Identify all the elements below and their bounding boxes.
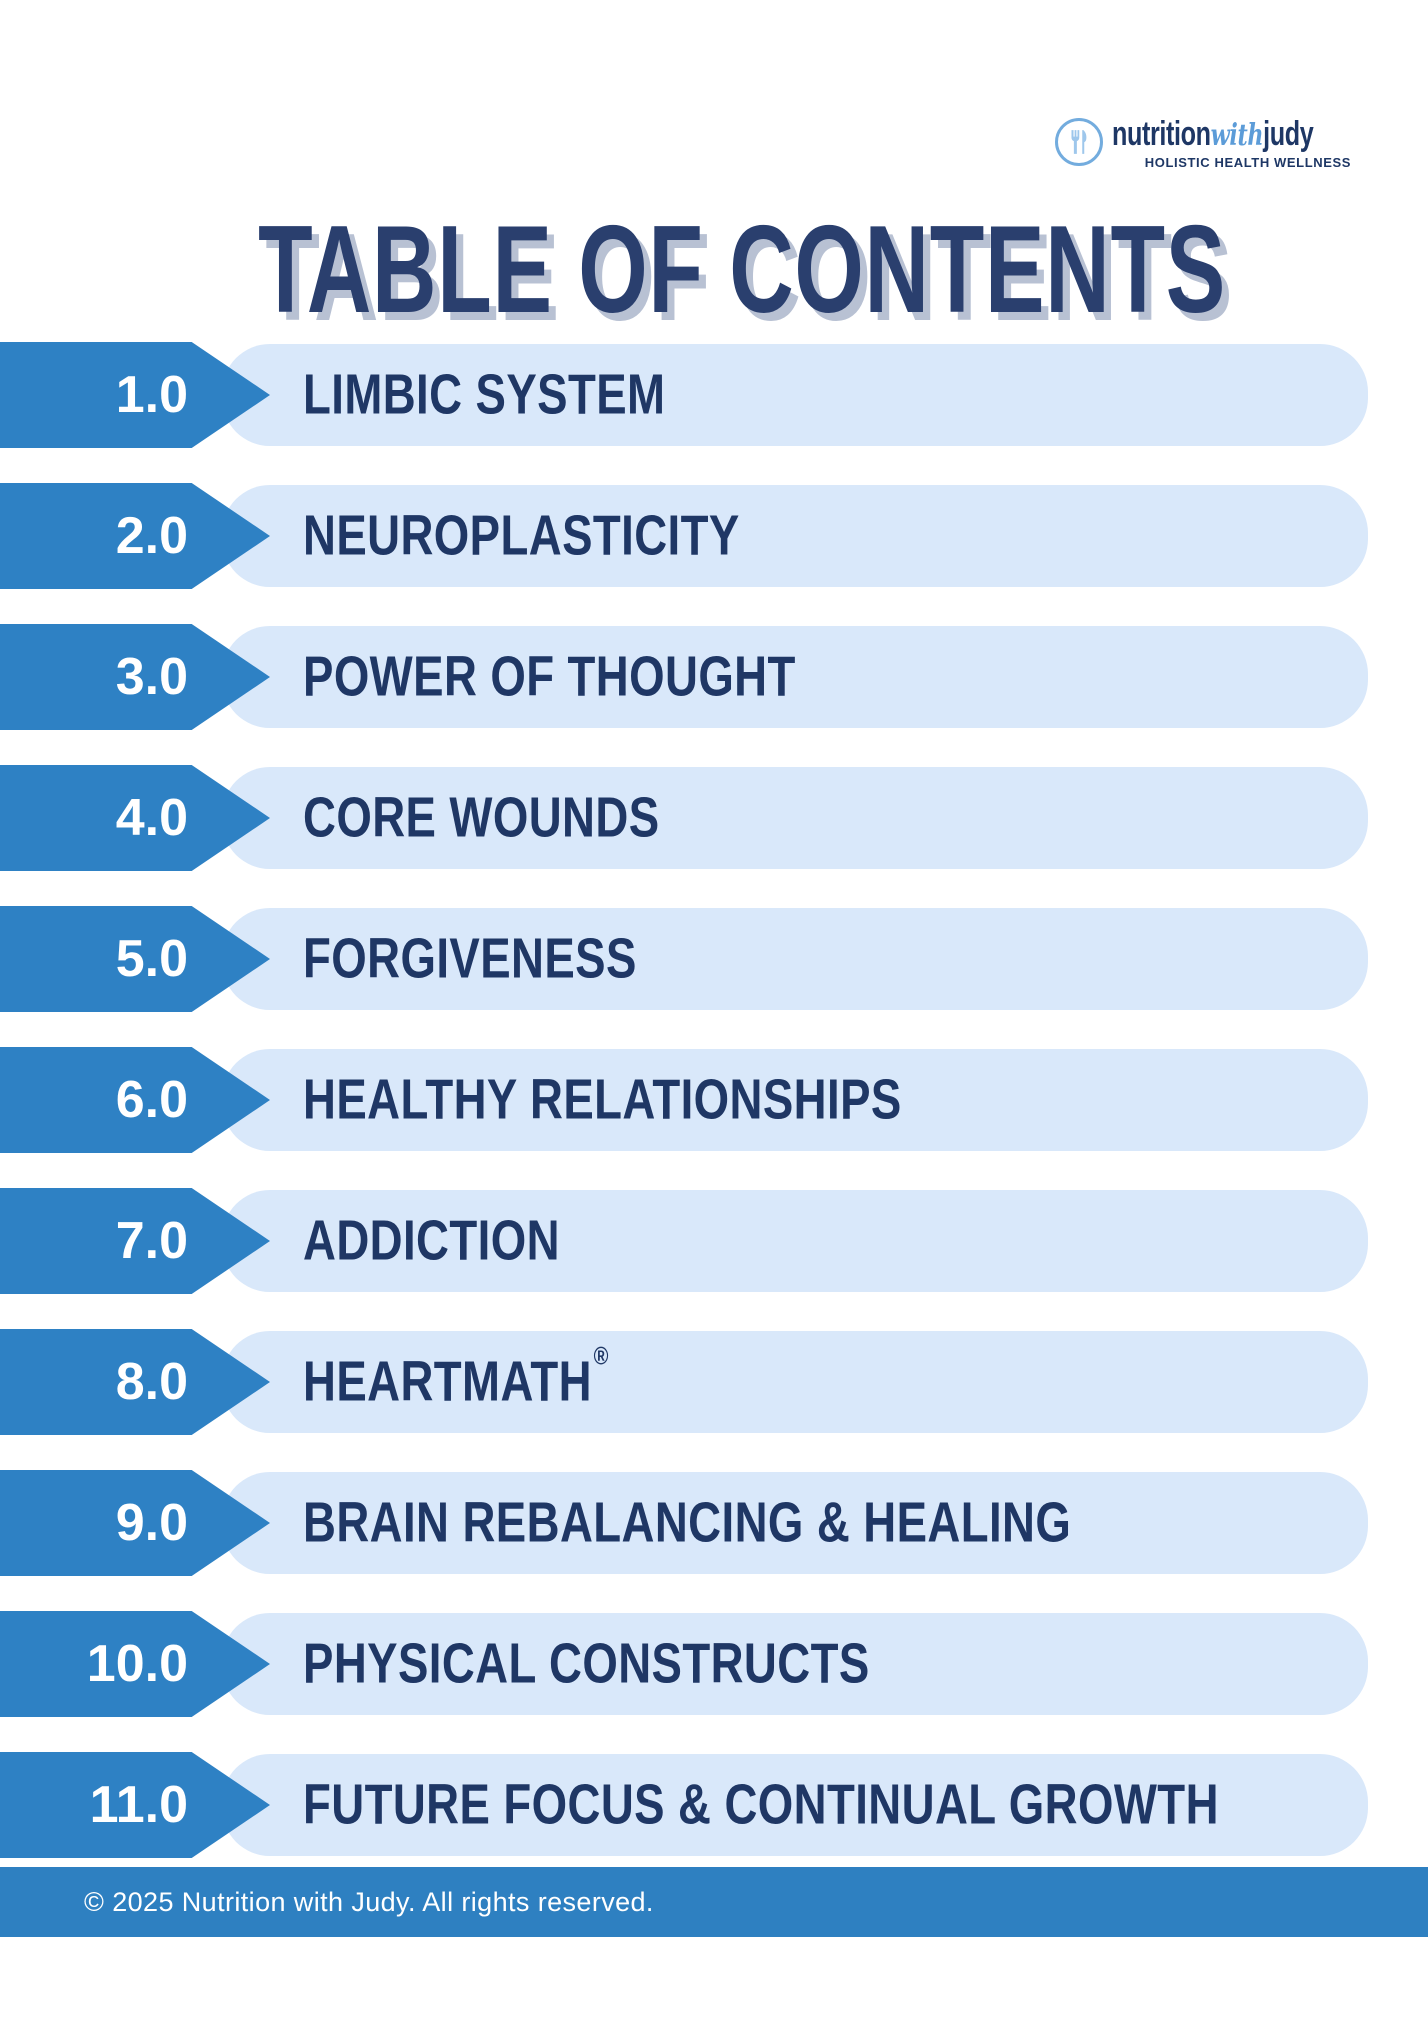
toc-row: 1.0 LIMBIC SYSTEM <box>0 342 1428 448</box>
row-number: 2.0 <box>115 507 188 565</box>
brand-word-with: with <box>1210 118 1264 153</box>
toc-row: 6.0 HEALTHY RELATIONSHIPS <box>0 1047 1428 1153</box>
row-label-text: BRAIN REBALANCING & HEALING <box>303 1490 1072 1555</box>
row-label-text: LIMBIC SYSTEM <box>303 362 666 427</box>
row-number: 8.0 <box>115 1353 188 1411</box>
row-number-arrow: 2.0 <box>0 483 270 589</box>
toc-row: 2.0 NEUROPLASTICITY <box>0 483 1428 589</box>
row-label-text: FUTURE FOCUS & CONTINUAL GROWTH <box>303 1772 1219 1837</box>
row-number-arrow: 4.0 <box>0 765 270 871</box>
row-number-arrow: 7.0 <box>0 1188 270 1294</box>
row-label: FORGIVENESS <box>303 930 637 988</box>
row-label: ADDICTION <box>303 1212 560 1270</box>
row-number-arrow: 3.0 <box>0 624 270 730</box>
fork-knife-icon <box>1054 118 1103 166</box>
row-pill <box>222 1472 1368 1574</box>
row-pill <box>222 767 1368 869</box>
row-number: 5.0 <box>115 930 188 988</box>
brand-tagline: HOLISTIC HEALTH WELLNESS <box>1144 155 1352 170</box>
toc-row: 11.0 FUTURE FOCUS & CONTINUAL GROWTH <box>0 1752 1428 1858</box>
row-label-text: HEARTMATH <box>303 1349 592 1414</box>
toc-row: 8.0 HEARTMATH® <box>0 1329 1428 1435</box>
row-label-text: POWER OF THOUGHT <box>303 644 796 709</box>
row-label-text: FORGIVENESS <box>303 926 637 991</box>
toc-row: 3.0 POWER OF THOUGHT <box>0 624 1428 730</box>
row-pill <box>222 908 1368 1010</box>
row-label-text: ADDICTION <box>303 1208 560 1273</box>
brand-logo: nutritionwithjudy HOLISTIC HEALTH WELLNE… <box>1054 116 1384 170</box>
row-pill <box>222 626 1368 728</box>
row-label: POWER OF THOUGHT <box>303 648 796 706</box>
brand-text: nutritionwithjudy HOLISTIC HEALTH WELLNE… <box>1112 116 1384 170</box>
row-label: HEARTMATH® <box>303 1344 608 1411</box>
row-pill <box>222 1754 1368 1856</box>
row-pill <box>222 1049 1368 1151</box>
toc-row: 5.0 FORGIVENESS <box>0 906 1428 1012</box>
row-number-arrow: 11.0 <box>0 1752 270 1858</box>
row-number: 10.0 <box>86 1635 188 1693</box>
row-pill <box>222 1613 1368 1715</box>
row-label: PHYSICAL CONSTRUCTS <box>303 1635 870 1693</box>
row-pill <box>222 1190 1368 1292</box>
row-label-text: PHYSICAL CONSTRUCTS <box>303 1631 870 1696</box>
row-number-arrow: 5.0 <box>0 906 270 1012</box>
row-number-arrow: 10.0 <box>0 1611 270 1717</box>
row-label: BRAIN REBALANCING & HEALING <box>303 1494 1071 1552</box>
row-number: 3.0 <box>115 648 188 706</box>
row-number: 11.0 <box>89 1776 188 1834</box>
row-number-arrow: 6.0 <box>0 1047 270 1153</box>
toc-row: 9.0 BRAIN REBALANCING & HEALING <box>0 1470 1428 1576</box>
row-pill <box>222 1331 1368 1433</box>
brand-word-nutrition: nutrition <box>1111 115 1211 153</box>
row-pill <box>222 485 1368 587</box>
row-pill <box>222 344 1368 446</box>
toc-row: 7.0 ADDICTION <box>0 1188 1428 1294</box>
row-number: 7.0 <box>115 1212 188 1270</box>
page-title-text: TABLE OF CONTENTS <box>258 201 1226 339</box>
toc-row: 10.0 PHYSICAL CONSTRUCTS <box>0 1611 1428 1717</box>
row-number: 4.0 <box>115 789 188 847</box>
row-label: CORE WOUNDS <box>303 789 660 847</box>
row-label-text: HEALTHY RELATIONSHIPS <box>303 1067 902 1132</box>
brand-wordmark: nutritionwithjudy <box>1111 115 1314 154</box>
row-number-arrow: 8.0 <box>0 1329 270 1435</box>
row-number: 9.0 <box>115 1494 188 1552</box>
row-number-arrow: 1.0 <box>0 342 270 448</box>
page-title: TABLE OF CONTENTS <box>56 208 1428 332</box>
row-label: NEUROPLASTICITY <box>303 507 740 565</box>
copyright-text: © 2025 Nutrition with Judy. All rights r… <box>84 1886 654 1917</box>
brand-word-judy: judy <box>1262 115 1314 153</box>
row-label-text: NEUROPLASTICITY <box>303 503 740 568</box>
registered-mark: ® <box>593 1342 609 1371</box>
toc-row: 4.0 CORE WOUNDS <box>0 765 1428 871</box>
row-label: FUTURE FOCUS & CONTINUAL GROWTH <box>303 1776 1219 1834</box>
row-label-text: CORE WOUNDS <box>303 785 660 850</box>
row-label: LIMBIC SYSTEM <box>303 366 665 424</box>
row-number: 6.0 <box>115 1071 188 1129</box>
row-number-arrow: 9.0 <box>0 1470 270 1576</box>
row-number: 1.0 <box>115 366 188 424</box>
toc-list: 1.0 LIMBIC SYSTEM 2.0 NEUROPLASTICITY 3.… <box>0 342 1428 1895</box>
row-label: HEALTHY RELATIONSHIPS <box>303 1071 902 1129</box>
footer-bar: © 2025 Nutrition with Judy. All rights r… <box>0 1867 1428 1937</box>
